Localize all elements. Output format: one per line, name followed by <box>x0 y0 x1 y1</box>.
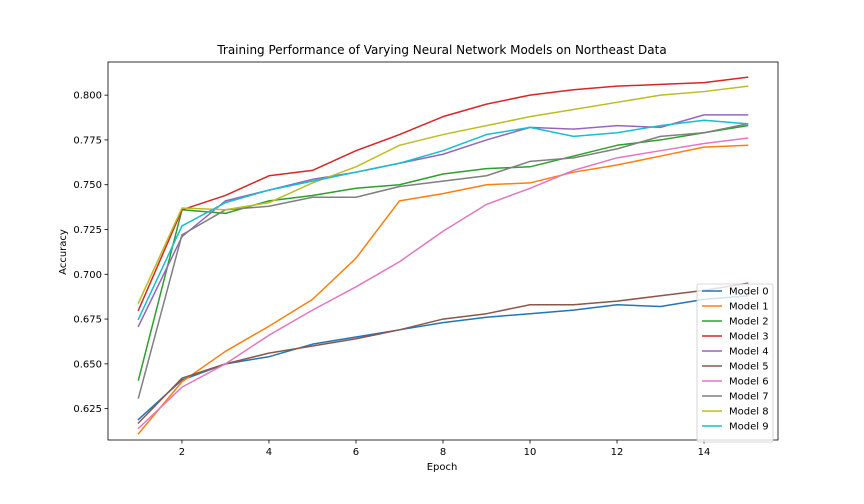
x-tick-label: 8 <box>440 447 446 458</box>
y-tick-label: 0.650 <box>73 359 102 370</box>
legend-label: Model 2 <box>729 317 769 328</box>
y-tick-label: 0.625 <box>73 404 102 415</box>
series-line-model-5 <box>137 282 749 425</box>
series-line-model-6 <box>137 137 749 430</box>
series-line-model-3 <box>137 76 749 312</box>
x-tick-label: 14 <box>698 447 711 458</box>
y-tick-label: 0.725 <box>73 225 102 236</box>
legend-label: Model 9 <box>729 422 769 433</box>
series-line-model-4 <box>137 114 749 328</box>
legend-label: Model 5 <box>729 362 769 373</box>
legend-label: Model 6 <box>729 377 769 388</box>
y-tick-label: 0.750 <box>73 180 102 191</box>
series-line-model-0 <box>137 294 749 421</box>
y-tick-label: 0.700 <box>73 270 102 281</box>
x-tick-label: 10 <box>524 447 537 458</box>
series-line-model-8 <box>137 85 749 304</box>
x-axis-title: Epoch <box>427 462 458 473</box>
legend-label: Model 0 <box>729 287 769 298</box>
legend-box <box>696 283 774 443</box>
x-tick-label: 4 <box>266 447 272 458</box>
x-tick-label: 6 <box>353 447 359 458</box>
plot-area <box>137 76 749 435</box>
y-tick-label: 0.800 <box>73 91 102 102</box>
legend-label: Model 4 <box>729 347 769 358</box>
series-line-model-9 <box>137 119 749 321</box>
series-line-model-1 <box>137 144 749 435</box>
y-tick-label: 0.775 <box>73 135 102 146</box>
legend-label: Model 7 <box>729 392 769 403</box>
x-tick-label: 2 <box>179 447 185 458</box>
x-tick-label: 12 <box>611 447 624 458</box>
y-tick-label: 0.675 <box>73 315 102 326</box>
legend: Model 0 Model 1 Model 2 Model 3 Model 4 Model… <box>696 283 774 443</box>
legend-label: Model 1 <box>729 302 769 313</box>
chart-title: Training Performance of Varying Neural N… <box>216 43 666 57</box>
legend-label: Model 8 <box>729 407 769 418</box>
series-line-model-7 <box>137 122 749 399</box>
y-axis-title: Accuracy <box>58 229 69 275</box>
legend-label: Model 3 <box>729 332 769 343</box>
